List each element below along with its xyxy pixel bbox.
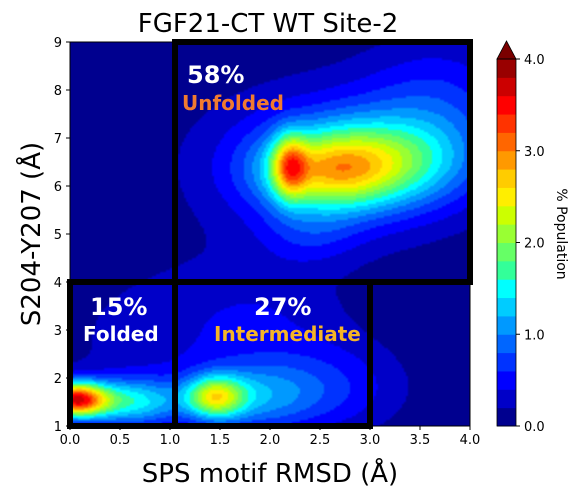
colorbar-tick-label: 2.0 [524,237,545,252]
colorbar-swatch [497,298,516,317]
colorbar-swatch [497,389,516,408]
colorbar-swatch [497,408,516,427]
y-tick-label: 4 [54,276,62,291]
x-axis-label: SPS motif RMSD (Å) [142,457,398,489]
y-tick-label: 1 [54,420,62,435]
colorbar-swatch [497,224,516,243]
y-tick-label: 8 [54,84,62,99]
intermediate-name-label: Intermediate [214,322,361,346]
colorbar-swatch [497,132,516,151]
colorbar-extend-arrow [497,41,516,59]
colorbar-swatch [497,316,516,335]
intermediate-percent-label: 27% [254,293,311,321]
colorbar-swatch [497,151,516,170]
y-tick-label: 2 [54,372,62,387]
colorbar-swatch [497,334,516,353]
y-tick-label: 5 [54,228,62,243]
colorbar-ticks: 0.0 1.0 2.0 3.0 4.0 [516,53,545,435]
colorbar-swatch [497,114,516,133]
colorbar-tick-label: 0.0 [524,420,545,435]
colorbar-tick-label: 4.0 [524,53,545,68]
colorbar-swatch [497,77,516,96]
folded-name-label: Folded [83,322,159,346]
colorbar-swatch [497,96,516,115]
colorbar-swatch [497,243,516,262]
x-tick-label: 0.0 [60,433,81,448]
folded-percent-label: 15% [90,293,147,321]
y-tick-label: 9 [54,36,62,51]
x-tick-label: 3.5 [410,433,431,448]
colorbar-label: % Population [553,188,569,279]
y-tick-label: 6 [54,180,62,195]
y-tick-label: 7 [54,132,62,147]
colorbar-swatch [497,169,516,188]
colorbar [497,41,516,427]
x-tick-label: 2.5 [310,433,331,448]
colorbar-tick-label: 1.0 [524,328,545,343]
y-tick-label: 3 [54,324,62,339]
unfolded-percent-label: 58% [187,61,244,89]
y-axis-label: S204-Y207 (Å) [15,142,47,326]
colorbar-swatch [497,59,516,78]
chart-title: FGF21-CT WT Site-2 [138,9,399,39]
x-axis-ticks: 0.0 0.5 1.0 1.5 2.0 2.5 3.0 3.5 4.0 [60,426,481,448]
x-tick-label: 2.0 [260,433,281,448]
unfolded-name-label: Unfolded [182,91,284,115]
x-tick-label: 4.0 [460,433,481,448]
colorbar-swatch [497,206,516,225]
x-tick-label: 1.0 [160,433,181,448]
x-tick-label: 0.5 [110,433,131,448]
colorbar-swatch [497,187,516,206]
x-tick-label: 3.0 [360,433,381,448]
x-tick-label: 1.5 [210,433,231,448]
colorbar-swatch [497,279,516,298]
colorbar-swatch [497,261,516,280]
colorbar-swatch [497,353,516,372]
colorbar-swatch [497,371,516,390]
colorbar-tick-label: 3.0 [524,145,545,160]
